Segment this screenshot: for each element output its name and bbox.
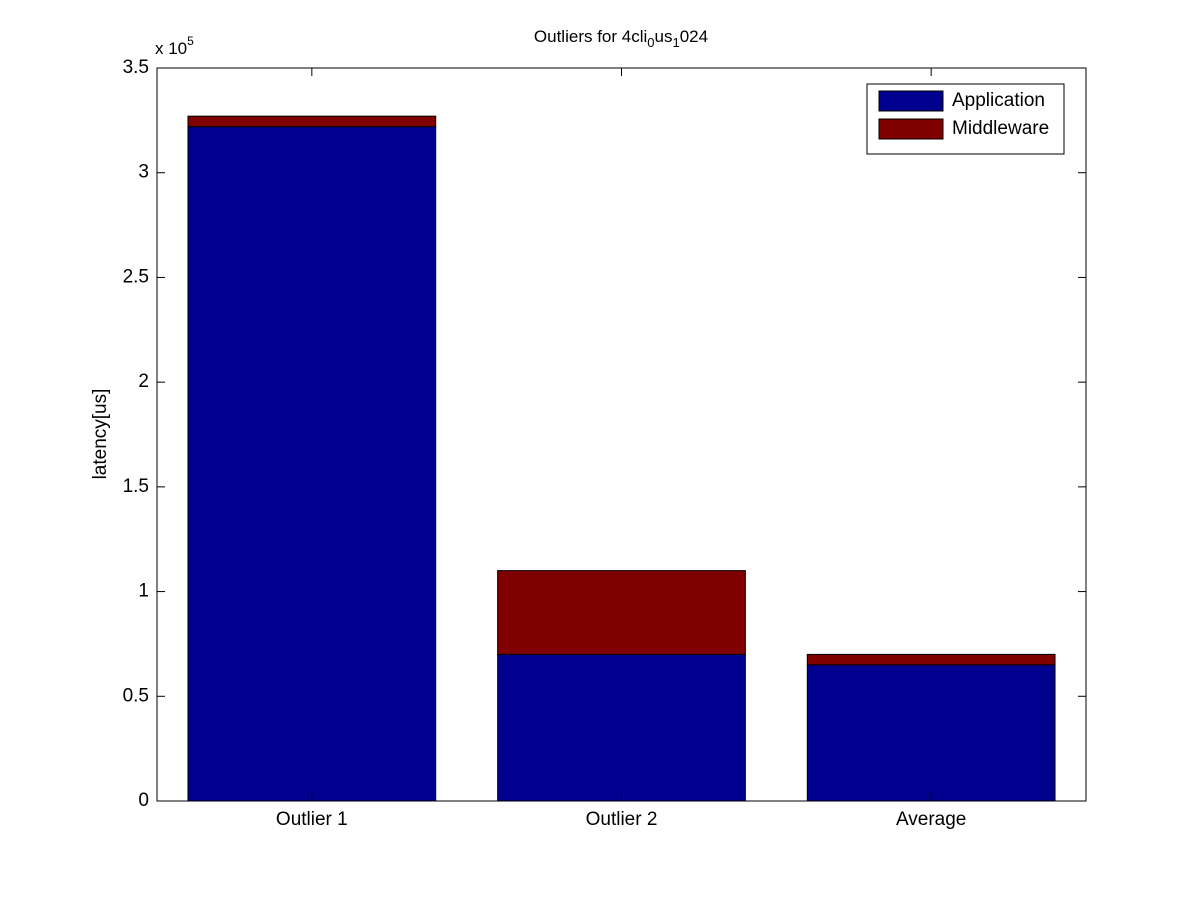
legend-swatch — [878, 90, 944, 112]
title-part: us — [655, 27, 673, 46]
y-tick-label: 1 — [138, 581, 149, 602]
y-scale-base: x 10 — [155, 39, 187, 58]
bar-segment — [187, 115, 437, 128]
x-tick-label: Outlier 2 — [586, 809, 658, 830]
y-tick-label: 1.5 — [123, 476, 149, 497]
y-axis-label: latency[us] — [90, 389, 111, 480]
bar-segment — [497, 653, 746, 802]
title-part: 0 — [647, 35, 654, 50]
bar-segment — [187, 126, 437, 802]
legend-swatch — [878, 118, 944, 140]
y-tick-label: 3 — [138, 162, 149, 183]
y-tick-label: 0.5 — [123, 685, 149, 706]
y-tick-label: 2.5 — [123, 266, 149, 287]
title-part: 024 — [680, 27, 708, 46]
legend-label: Middleware — [952, 118, 1049, 139]
chart-title: Outliers for 4cli0us1024 — [534, 27, 708, 50]
title-part: 1 — [672, 35, 679, 50]
x-tick-label: Average — [896, 809, 966, 830]
bar-segment — [806, 653, 1056, 666]
y-tick-label: 2 — [138, 371, 149, 392]
y-scale-exponent: 5 — [187, 34, 194, 48]
bar-segment — [806, 664, 1056, 802]
y-tick-label: 3.5 — [123, 57, 149, 78]
bar-segment — [497, 570, 746, 655]
x-tick-label: Outlier 1 — [276, 809, 348, 830]
plot-frame — [156, 67, 1087, 802]
y-scale-label: x 105 — [155, 34, 194, 58]
y-tick-label: 0 — [138, 790, 149, 811]
title-part: Outliers for 4cli — [534, 27, 647, 46]
legend-label: Application — [952, 90, 1045, 111]
